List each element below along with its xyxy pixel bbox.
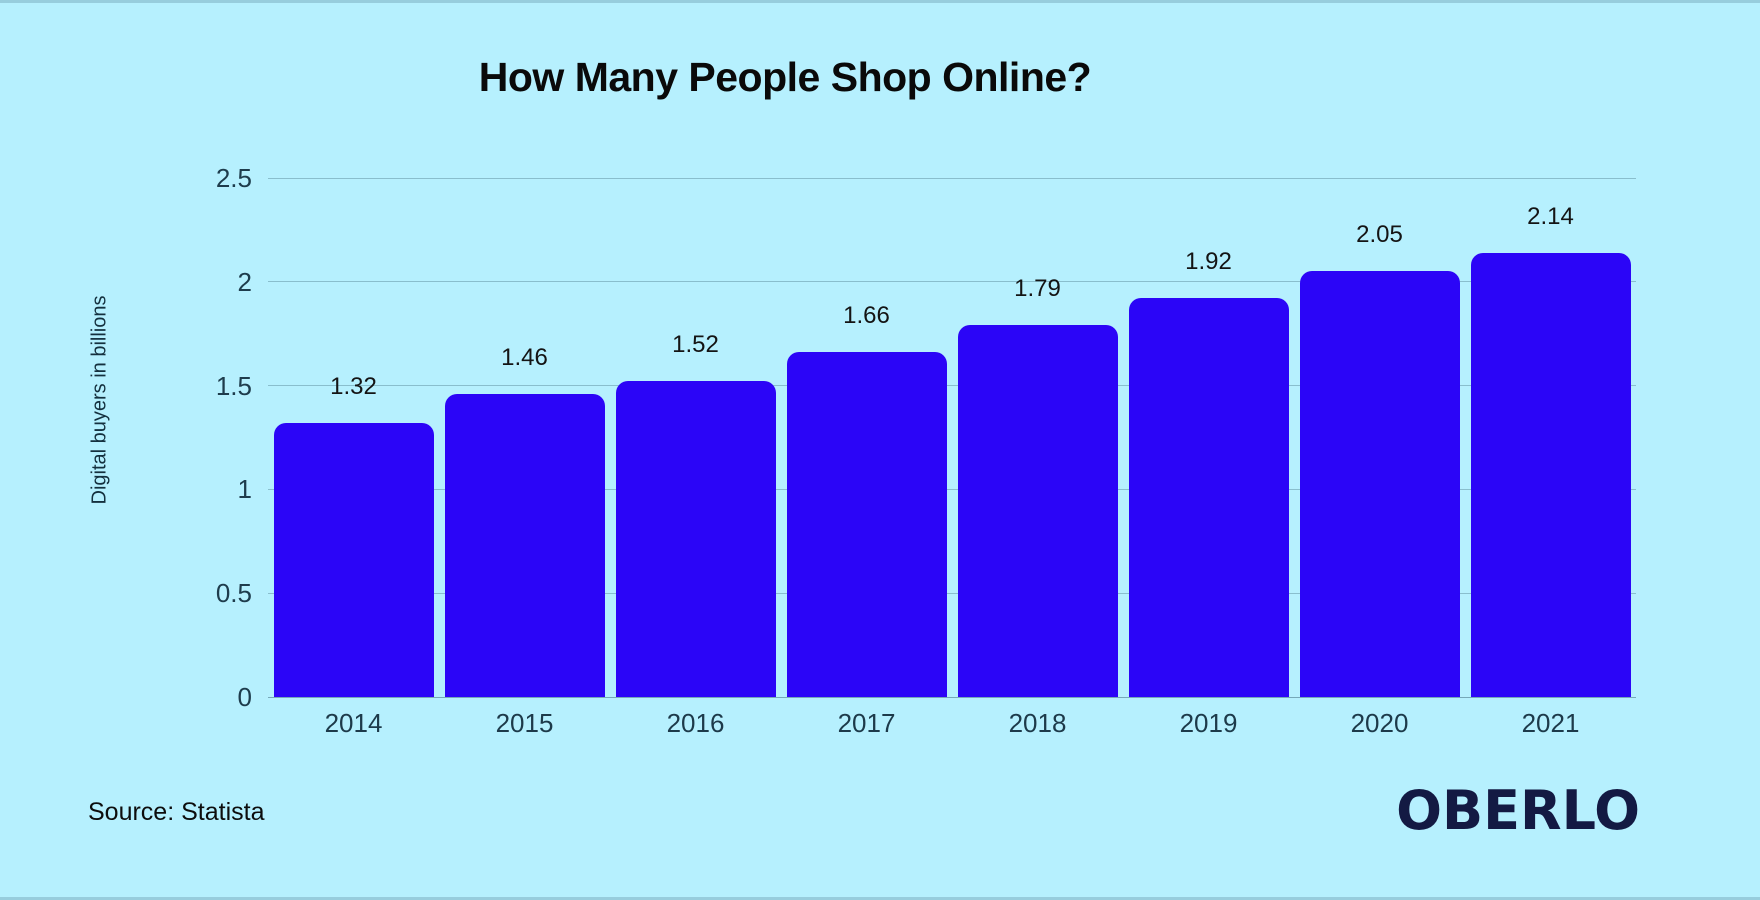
x-tick-label: 2016 bbox=[666, 708, 725, 738]
y-tick-label: 1.5 bbox=[215, 370, 252, 401]
bar-2018 bbox=[957, 325, 1118, 697]
x-tick-label: 2020 bbox=[1350, 708, 1409, 738]
source-note: Source: Statista bbox=[88, 798, 265, 826]
oberlo-logo: OBERLO bbox=[1396, 779, 1640, 842]
bar-value-label: 1.66 bbox=[843, 302, 890, 330]
bar-2019 bbox=[1128, 298, 1289, 697]
y-tick-label: 1 bbox=[237, 474, 252, 505]
bar-value-label: 1.79 bbox=[1014, 275, 1061, 303]
gridline-y-2.5 bbox=[268, 177, 1636, 179]
x-tick-label: 2014 bbox=[324, 708, 383, 738]
bar-value-label: 1.46 bbox=[501, 343, 548, 371]
bar-value-label: 2.05 bbox=[1356, 221, 1403, 249]
gridline-y-2 bbox=[268, 281, 1636, 283]
x-tick-label: 2019 bbox=[1179, 708, 1238, 738]
y-tick-label: 2 bbox=[237, 266, 252, 297]
y-tick-label: 2.5 bbox=[215, 163, 252, 193]
bar-2014 bbox=[273, 422, 434, 697]
y-tick-label: 0.5 bbox=[215, 578, 252, 609]
gridline-y-1.5 bbox=[268, 385, 1636, 387]
bottom-edge-line bbox=[0, 897, 1760, 900]
y-tick-label: 0 bbox=[237, 682, 252, 712]
bar-value-label: 1.32 bbox=[330, 372, 377, 400]
bar-2015 bbox=[444, 393, 605, 697]
x-tick-label: 2021 bbox=[1521, 708, 1580, 738]
x-tick-label: 2017 bbox=[837, 708, 896, 738]
x-tick-label: 2018 bbox=[1008, 708, 1067, 738]
bar-value-label: 1.52 bbox=[672, 331, 719, 359]
bar-2020 bbox=[1299, 271, 1460, 697]
chart-title: How Many People Shop Online? bbox=[478, 54, 1092, 100]
bar-2021 bbox=[1470, 252, 1631, 697]
bar-2017 bbox=[786, 352, 947, 697]
gridline-y-0.5 bbox=[268, 592, 1636, 594]
bar-value-label: 2.14 bbox=[1527, 202, 1574, 230]
bar-value-label: 1.92 bbox=[1185, 248, 1232, 276]
gridline-y-0 bbox=[268, 696, 1636, 698]
top-edge-line bbox=[0, 0, 1760, 3]
bar-2016 bbox=[615, 381, 776, 697]
gridline-y-1 bbox=[268, 488, 1636, 490]
x-tick-label: 2015 bbox=[495, 708, 554, 738]
